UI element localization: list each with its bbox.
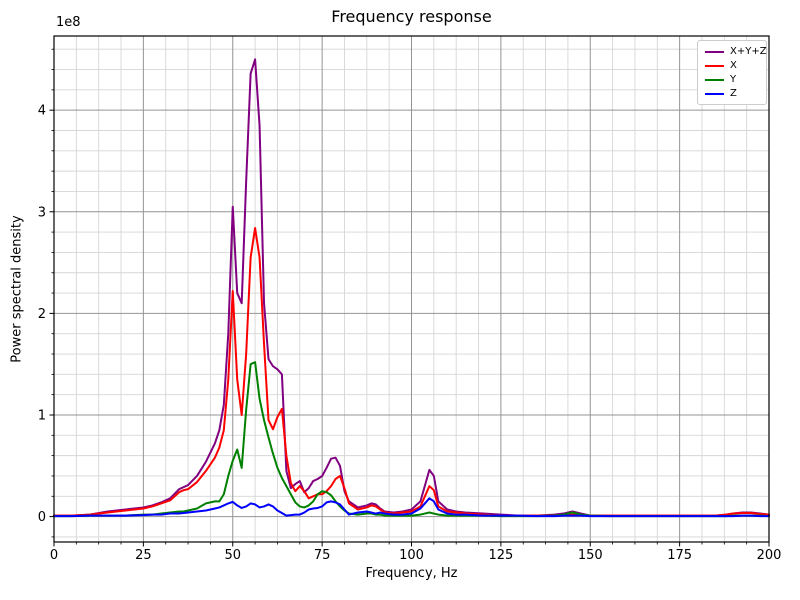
- legend-entry: Z: [705, 89, 760, 99]
- x-tick-label: 200: [757, 548, 782, 563]
- legend-label-z: Z: [730, 88, 737, 99]
- chart-title: Frequency response: [331, 7, 492, 26]
- legend-label-y: Y: [730, 74, 737, 85]
- x-tick-label: 100: [399, 548, 424, 563]
- series-line-z: [53, 497, 770, 518]
- legend-entry: X: [705, 61, 760, 71]
- y-axis-label: Power spectral density: [9, 215, 25, 363]
- x-tick-label: 50: [224, 548, 241, 563]
- x-tick-label: 75: [314, 548, 331, 563]
- legend-label-sum: X+Y+Z: [730, 46, 767, 57]
- y-axis-offset-text: 1e8: [56, 15, 81, 30]
- x-tick-label: 0: [50, 548, 58, 563]
- x-tick-label: 125: [488, 548, 513, 563]
- legend-line-swatch-z: [705, 93, 724, 95]
- x-axis-label: Frequency, Hz: [365, 566, 458, 581]
- legend-label-x: X: [730, 60, 737, 71]
- y-tick-label: 1: [38, 408, 46, 423]
- legend-entry: X+Y+Z: [705, 47, 767, 57]
- legend-line-swatch-sum: [705, 51, 724, 53]
- x-tick-label: 150: [578, 548, 603, 563]
- y-tick-label: 4: [38, 104, 46, 119]
- legend-line-swatch-y: [705, 79, 724, 81]
- x-tick-label: 175: [667, 548, 692, 563]
- legend-line-swatch-x: [705, 65, 724, 67]
- legend-entry: Y: [705, 75, 760, 85]
- y-tick-label: 0: [38, 510, 46, 525]
- x-tick-label: 25: [135, 548, 152, 563]
- y-tick-label: 3: [38, 205, 46, 220]
- legend: X+Y+Z X Y Z: [697, 40, 767, 105]
- y-tick-label: 2: [38, 307, 46, 322]
